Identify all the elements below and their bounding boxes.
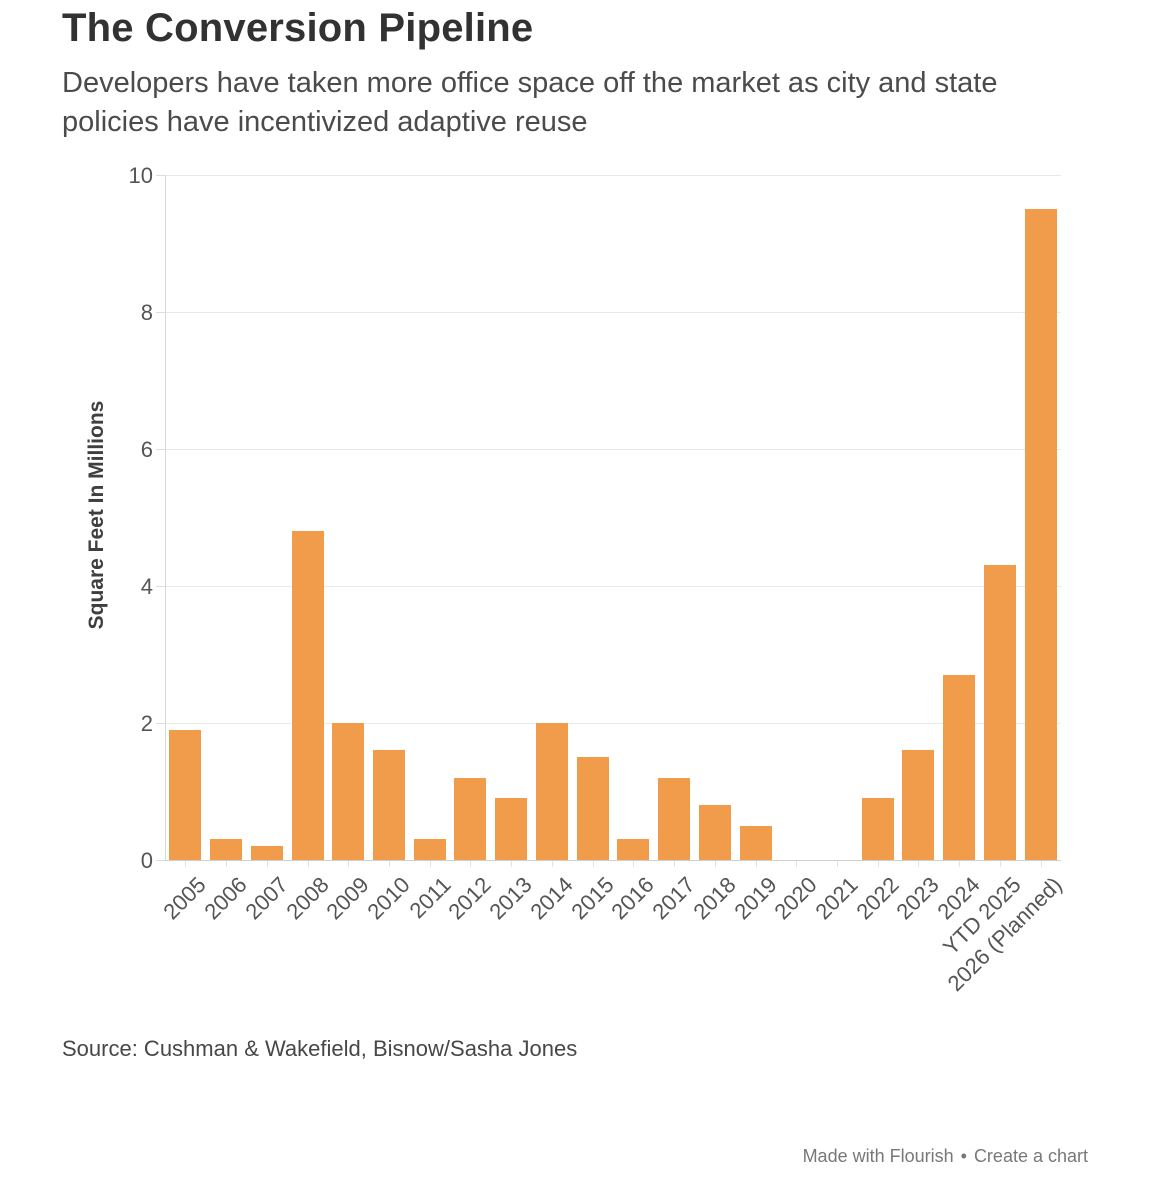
x-tick-mark [348, 861, 350, 867]
x-tick-mark [185, 861, 187, 867]
y-tick-mark [156, 723, 165, 724]
made-with-flourish-link[interactable]: Made with Flourish [802, 1146, 954, 1166]
x-tick-mark [429, 861, 431, 867]
bar-2010 [373, 750, 405, 860]
chart-title: The Conversion Pipeline [62, 6, 534, 50]
y-tick-mark [156, 175, 165, 176]
x-tick-mark [877, 861, 879, 867]
bar-2014 [535, 723, 568, 860]
y-axis-title: Square Feet In Millions [85, 400, 108, 630]
gridline-y-4 [165, 586, 1061, 587]
bar-2005 [169, 729, 202, 860]
gridline-y-8 [165, 312, 1061, 313]
x-tick-mark [714, 861, 716, 867]
x-tick-mark [1040, 861, 1042, 867]
x-tick-mark [999, 861, 1001, 867]
x-tick-mark [918, 861, 920, 867]
bar-2022 [861, 798, 894, 860]
x-tick-mark [551, 861, 553, 867]
bar-2019 [739, 825, 772, 860]
bar-2026-planned- [1024, 209, 1057, 860]
bar-2017 [658, 777, 691, 860]
y-tick-mark [156, 312, 165, 313]
x-tick-mark [511, 861, 513, 867]
bar-2007 [250, 846, 283, 860]
bar-2013 [495, 798, 528, 860]
gridline-y-2 [165, 723, 1061, 724]
bar-2012 [454, 777, 487, 860]
x-tick-mark [226, 861, 228, 867]
gridline-y-6 [165, 449, 1061, 450]
y-tick-label-0: 0 [140, 848, 153, 873]
bar-2008 [291, 531, 324, 860]
bar-2011 [413, 839, 446, 860]
x-tick-mark [796, 861, 798, 867]
flourish-footer: Made with Flourish • Create a chart [803, 1146, 1088, 1167]
x-tick-mark [592, 861, 594, 867]
y-tick-label-2: 2 [140, 711, 153, 736]
x-tick-mark [266, 861, 268, 867]
footer-separator: • [960, 1146, 967, 1166]
bar-2009 [332, 723, 365, 860]
x-tick-mark [307, 861, 309, 867]
bar-2006 [210, 839, 243, 860]
y-tick-mark [156, 449, 165, 450]
x-tick-mark [389, 861, 390, 867]
chart-subtitle: Developers have taken more office space … [62, 67, 998, 138]
bar-2024 [943, 675, 976, 860]
x-tick-mark [755, 861, 757, 867]
y-tick-label-8: 8 [140, 300, 153, 325]
gridline-y-10 [165, 175, 1061, 176]
create-a-chart-link[interactable]: Create a chart [973, 1146, 1088, 1166]
x-tick-mark [674, 861, 676, 867]
y-tick-mark [156, 586, 165, 587]
gridline-y-0 [165, 860, 1061, 861]
x-tick-mark [837, 861, 838, 867]
y-tick-label-4: 4 [140, 574, 153, 599]
y-tick-label-6: 6 [140, 437, 153, 462]
y-axis-line [165, 175, 166, 860]
bar-2018 [698, 805, 731, 860]
y-tick-mark [156, 860, 165, 861]
source-credit: Source: Cushman & Wakefield, Bisnow/Sash… [62, 1036, 578, 1061]
bar-ytd-2025 [983, 565, 1016, 860]
x-tick-mark [470, 861, 472, 867]
x-tick-mark [959, 861, 961, 867]
bar-2023 [902, 750, 935, 860]
bar-2016 [617, 839, 650, 860]
bar-2015 [576, 757, 609, 860]
y-tick-label-10: 10 [128, 163, 153, 188]
x-tick-mark [633, 861, 635, 867]
